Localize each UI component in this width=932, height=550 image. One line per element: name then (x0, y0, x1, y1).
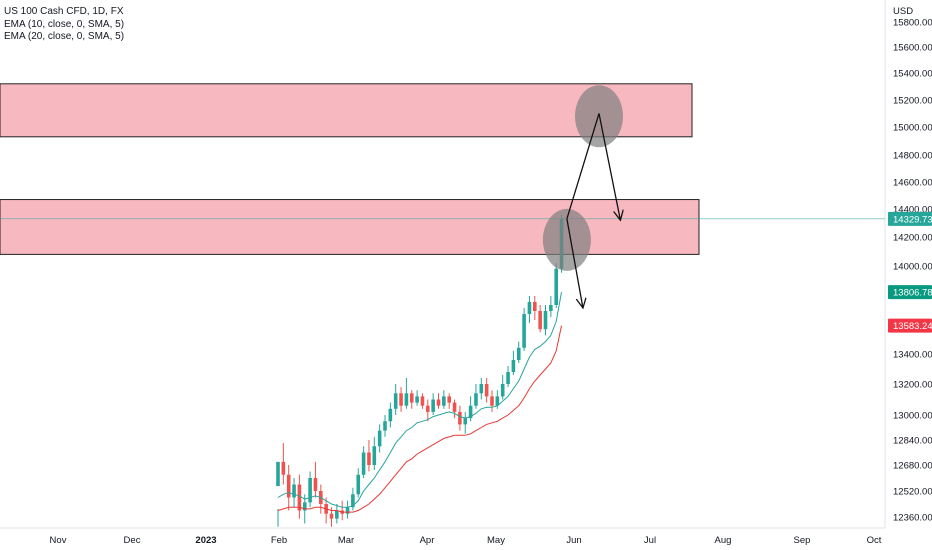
y-tick-label: 12520.00 (893, 487, 932, 498)
y-tick-label: 15200.00 (893, 96, 932, 107)
chart-legend: US 100 Cash CFD, 1D, FX EMA (10, close, … (4, 6, 124, 44)
candle-body[interactable] (345, 507, 350, 514)
projection-arrow[interactable] (566, 218, 583, 308)
candle-body[interactable] (313, 478, 318, 491)
candle-body[interactable] (351, 494, 355, 508)
projection-arrow[interactable] (598, 113, 620, 221)
candle-body[interactable] (549, 305, 553, 311)
x-tick-label: Jul (644, 535, 656, 546)
candle-body[interactable] (463, 418, 468, 425)
ema20-line[interactable] (277, 325, 562, 513)
candle-body[interactable] (533, 302, 537, 311)
candle-body[interactable] (442, 396, 446, 406)
candle-body[interactable] (458, 411, 462, 425)
candle-body[interactable] (297, 484, 302, 511)
candle-body[interactable] (388, 408, 393, 422)
candle-body[interactable] (479, 384, 484, 394)
price-badge (888, 285, 932, 300)
y-tick-label: 12840.00 (893, 436, 932, 447)
candle-body[interactable] (436, 399, 441, 406)
candle-body[interactable] (500, 384, 505, 397)
y-tick-label: 12360.00 (893, 513, 932, 524)
y-tick-label: 14200.00 (893, 233, 932, 244)
legend-ema10[interactable]: EMA (10, close, 0, SMA, 5) (4, 18, 125, 30)
candle-body[interactable] (393, 393, 398, 409)
y-tick-label: 15600.00 (893, 43, 932, 54)
ema10-line[interactable] (277, 292, 562, 508)
currency-label: USD (893, 6, 913, 17)
candle-body[interactable] (302, 502, 307, 511)
price-badge-label: 14329.73 (893, 214, 932, 225)
candle-body[interactable] (329, 513, 334, 519)
candle-body[interactable] (522, 314, 526, 348)
y-tick-label: 14000.00 (893, 262, 932, 273)
candle-body[interactable] (474, 393, 478, 406)
candle-body[interactable] (447, 396, 451, 403)
candle-body[interactable] (292, 484, 296, 498)
legend-ema20[interactable]: EMA (20, close, 0, SMA, 5) (4, 31, 125, 42)
candle-body[interactable] (538, 311, 542, 330)
candle-body[interactable] (484, 384, 489, 397)
candle-body[interactable] (383, 421, 387, 431)
highlight-circle[interactable] (542, 208, 591, 271)
x-tick-label: Nov (50, 535, 67, 546)
candle-body[interactable] (399, 393, 403, 406)
x-tick-label: May (487, 535, 505, 546)
candle-body[interactable] (511, 360, 516, 372)
y-tick-label: 13200.00 (893, 380, 932, 391)
price-badge (888, 211, 932, 226)
candle-body[interactable] (409, 393, 414, 403)
candle-body[interactable] (431, 399, 435, 412)
y-tick-label: 12680.00 (893, 461, 932, 472)
candle-body[interactable] (308, 478, 312, 503)
candle-body[interactable] (415, 396, 419, 403)
candle-body[interactable] (516, 347, 521, 360)
x-tick-label: Oct (867, 535, 882, 546)
candle-body[interactable] (554, 268, 558, 305)
candle-body[interactable] (452, 402, 457, 412)
candle-body[interactable] (495, 396, 500, 406)
legend-symbol[interactable]: US 100 Cash CFD, 1D, FX (4, 6, 124, 17)
price-badge-label: 13583.24 (893, 321, 932, 332)
candle-body[interactable] (527, 302, 532, 314)
candle-body[interactable] (543, 311, 548, 330)
y-tick-label: 13000.00 (893, 411, 932, 422)
candle-body[interactable] (506, 372, 510, 384)
candle-body[interactable] (468, 405, 473, 419)
projection-arrow[interactable] (566, 113, 600, 219)
candle-body[interactable] (404, 393, 409, 406)
x-tick-label: Aug (715, 535, 732, 546)
candle-body[interactable] (426, 405, 430, 412)
x-tick-label: Mar (338, 535, 354, 546)
candle-body[interactable] (276, 461, 280, 487)
y-tick-label: 14400.00 (893, 205, 932, 216)
candle-body[interactable] (372, 446, 377, 465)
candle-body[interactable] (281, 461, 286, 475)
candle-body[interactable] (286, 474, 291, 498)
candle-body[interactable] (367, 452, 371, 466)
price-badge-label: 13806.78 (893, 288, 932, 299)
x-tick-label: Dec (124, 535, 141, 546)
x-tick-label: Feb (271, 535, 287, 546)
candle-body[interactable] (420, 396, 425, 406)
y-tick-label: 14800.00 (893, 151, 932, 162)
y-tick-label: 15800.00 (893, 18, 932, 29)
y-tick-label: 15400.00 (893, 69, 932, 80)
x-tick-label: Jun (566, 535, 581, 546)
y-tick-label: 15000.00 (893, 123, 932, 134)
price-badge (888, 318, 932, 333)
y-tick-label: 14600.00 (893, 178, 932, 189)
candle-body[interactable] (377, 430, 382, 447)
y-tick-label: 13400.00 (893, 350, 932, 361)
candle-body[interactable] (335, 510, 339, 519)
x-tick-label: Sep (794, 535, 811, 546)
x-tick-label: 2023 (195, 535, 216, 546)
candle-body[interactable] (356, 474, 361, 495)
resistance-zone[interactable] (0, 199, 700, 255)
candle-body[interactable] (490, 396, 494, 406)
x-tick-label: Apr (420, 535, 435, 546)
candle-body[interactable] (361, 452, 366, 475)
